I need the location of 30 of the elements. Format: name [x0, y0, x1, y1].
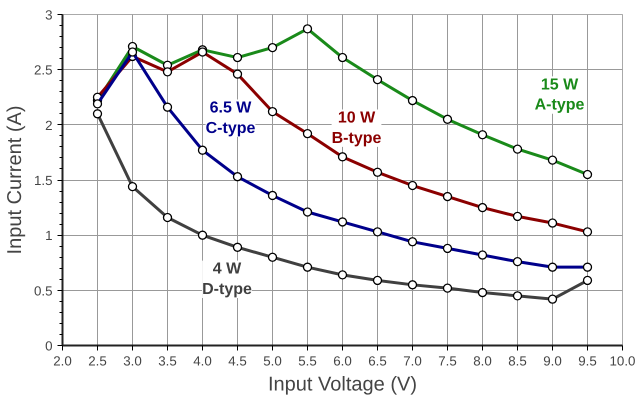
x-tick-label: 9.5 [578, 354, 597, 368]
x-tick-label: 2.0 [53, 354, 72, 368]
x-tick-label: 8.5 [508, 354, 527, 368]
series-label: 4 W D-type [202, 260, 252, 298]
x-tick-label: 3.0 [123, 354, 142, 368]
y-tick-label: 2.5 [34, 62, 53, 78]
x-tick-label: 9.0 [543, 354, 562, 368]
x-tick-label: 7.5 [438, 354, 457, 368]
x-tick-label: 4.0 [193, 354, 212, 368]
y-tick-label: 2 [45, 118, 53, 133]
series-label: 6.5 W C-type [206, 100, 256, 137]
x-tick-label: 3.5 [158, 354, 177, 368]
y-tick-label: 0.5 [34, 283, 53, 298]
x-tick-label: 8.0 [473, 354, 492, 368]
x-tick-label: 5.0 [263, 354, 282, 368]
x-tick-label: 2.5 [88, 354, 107, 368]
y-tick-label: 0 [45, 338, 53, 354]
x-tick-label: 6.5 [368, 354, 387, 368]
x-tick-label: 4.5 [228, 354, 247, 368]
y-tick-label: 1.5 [34, 173, 53, 188]
text: 15 W A-type [534, 76, 584, 114]
y-axis-title: Input Current (A) [4, 106, 26, 254]
x-axis-title: Input Voltage (V) [268, 374, 417, 396]
series-label: 10 W B-type [332, 109, 382, 147]
x-tick-label: 7.0 [403, 354, 422, 368]
x-tick-label: 6.0 [333, 354, 352, 368]
y-tick-label: 3 [45, 8, 53, 22]
y-tick-label: 1 [45, 228, 53, 244]
x-tick-label: 10.0 [610, 354, 636, 368]
x-tick-label: 5.5 [298, 354, 317, 368]
